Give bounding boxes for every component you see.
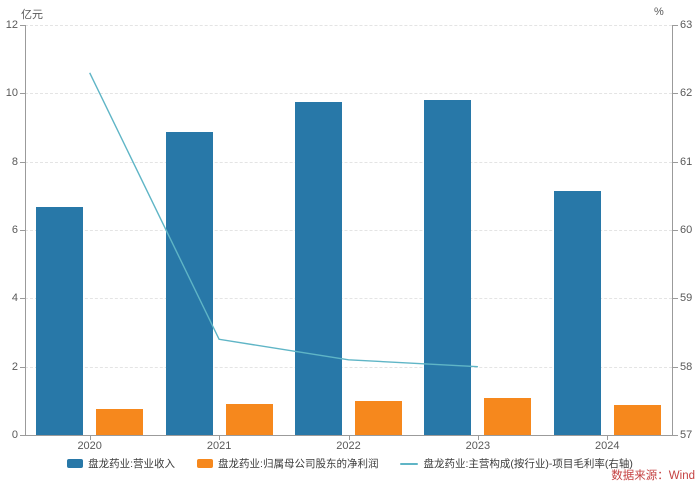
tick-mark (673, 435, 678, 436)
right-axis-tick-label: 57 (680, 429, 693, 441)
right-axis-tick-label: 58 (680, 360, 693, 373)
legend-item-margin-line[interactable]: 盘龙药业:主营构成(按行业)-项目毛利率(右轴) (400, 456, 633, 471)
bar-2020 (36, 206, 84, 435)
legend-label: 盘龙药业:归属母公司股东的净利润 (218, 458, 379, 470)
bar-2024 (553, 190, 601, 435)
legend-line-swatch (400, 462, 419, 465)
tick-mark (673, 25, 678, 26)
tick-mark (607, 436, 609, 440)
bar-2021 (225, 403, 273, 435)
right-axis-tick-label: 59 (680, 292, 693, 305)
gridline (25, 25, 672, 26)
tick-mark (219, 436, 221, 440)
category-group-2024 (543, 25, 672, 435)
category-group-2021 (154, 25, 283, 435)
right-axis-tick-label: 62 (680, 87, 693, 100)
tick-mark (673, 161, 678, 163)
tick-mark (477, 436, 479, 440)
left-axis-unit-label: 亿元 (21, 9, 43, 21)
tick-mark (89, 436, 91, 440)
right-axis-line (672, 25, 673, 435)
x-axis-label: 2022 (336, 440, 361, 452)
tick-mark (20, 93, 25, 95)
category-group-2022 (284, 25, 413, 435)
x-axis-label: 2023 (465, 440, 491, 452)
left-axis-tick-label: 8 (11, 155, 18, 168)
left-axis-tick-label: 6 (11, 224, 18, 236)
gross-margin-line (89, 72, 478, 368)
x-axis-line (25, 435, 673, 436)
bar-2024 (613, 404, 661, 435)
left-axis-tick-label: 4 (11, 292, 18, 305)
tick-mark (20, 161, 25, 163)
gridline (25, 93, 672, 95)
gridline (25, 298, 672, 300)
x-axis-label: 2024 (595, 440, 620, 452)
gridline (25, 230, 672, 231)
left-axis-line (25, 25, 26, 435)
chart-legend: 盘龙药业:营业收入 盘龙药业:归属母公司股东的净利润 盘龙药业:主营构成(按行业)-… (0, 456, 700, 471)
right-axis-tick-label: 61 (680, 155, 693, 168)
plot-area (25, 25, 672, 435)
left-axis-tick-label: 12 (5, 19, 18, 31)
gridline (25, 161, 672, 163)
legend-item-net-profit[interactable]: 盘龙药业:归属母公司股东的净利润 (197, 456, 378, 471)
tick-mark (348, 436, 350, 440)
legend-bar-swatch (197, 459, 214, 468)
bar-2020 (96, 408, 144, 435)
category-group-2023 (413, 25, 542, 435)
x-axis-label: 2021 (206, 440, 232, 452)
left-axis-tick-label: 10 (5, 87, 18, 100)
right-axis-tick-label: 60 (680, 224, 693, 236)
tick-mark (673, 366, 678, 368)
tick-mark (20, 435, 25, 436)
x-axis-label: 2020 (77, 440, 102, 452)
bar-2023 (424, 100, 472, 435)
left-axis-tick-label: 2 (11, 360, 18, 373)
legend-bar-swatch (67, 459, 84, 468)
bar-2023 (484, 397, 532, 435)
tick-mark (20, 230, 25, 231)
right-axis-unit-label: % (654, 6, 664, 18)
right-axis-tick-label: 63 (680, 19, 693, 31)
category-group-2020 (25, 25, 154, 435)
bar-2022 (354, 400, 402, 435)
legend-item-revenue[interactable]: 盘龙药业:营业收入 (67, 456, 175, 471)
tick-mark (673, 298, 678, 300)
left-axis-tick-label: 0 (11, 429, 18, 441)
data-source-label: 数据来源：Wind (611, 470, 695, 482)
tick-mark (673, 93, 678, 95)
tick-mark (20, 366, 25, 368)
tick-mark (20, 298, 25, 300)
tick-mark (20, 25, 25, 26)
tick-mark (673, 230, 678, 231)
gridline (25, 366, 672, 368)
legend-label: 盘龙药业:营业收入 (88, 458, 176, 470)
legend-label: 盘龙药业:主营构成(按行业)-项目毛利率(右轴) (423, 458, 633, 470)
bar-2021 (165, 132, 213, 435)
bar-2022 (294, 102, 342, 435)
